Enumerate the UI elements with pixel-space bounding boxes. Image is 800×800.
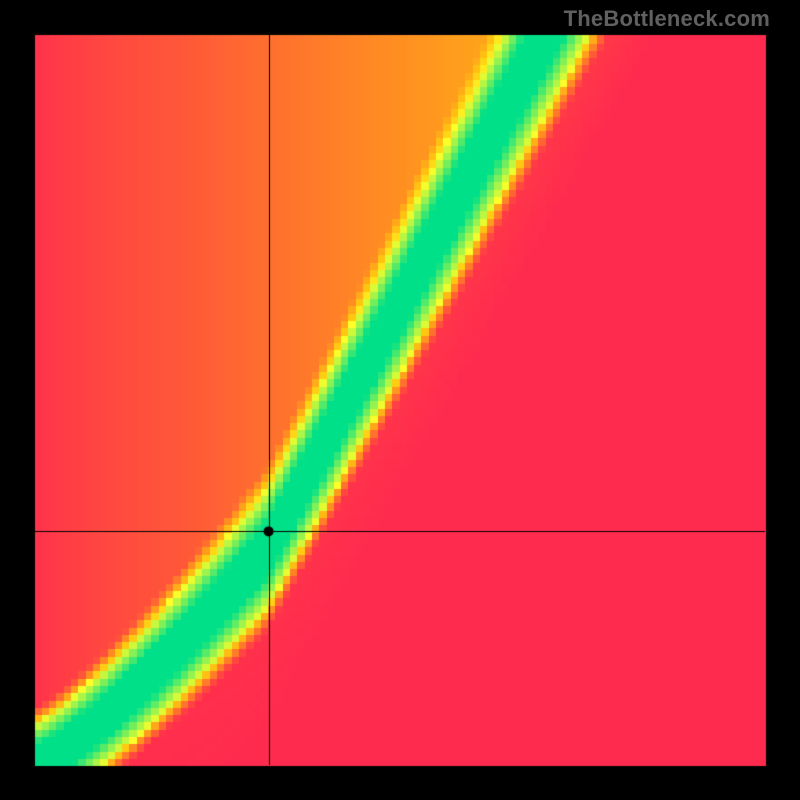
watermark-text: TheBottleneck.com	[564, 6, 770, 32]
bottleneck-heatmap	[0, 0, 800, 800]
chart-container: TheBottleneck.com	[0, 0, 800, 800]
